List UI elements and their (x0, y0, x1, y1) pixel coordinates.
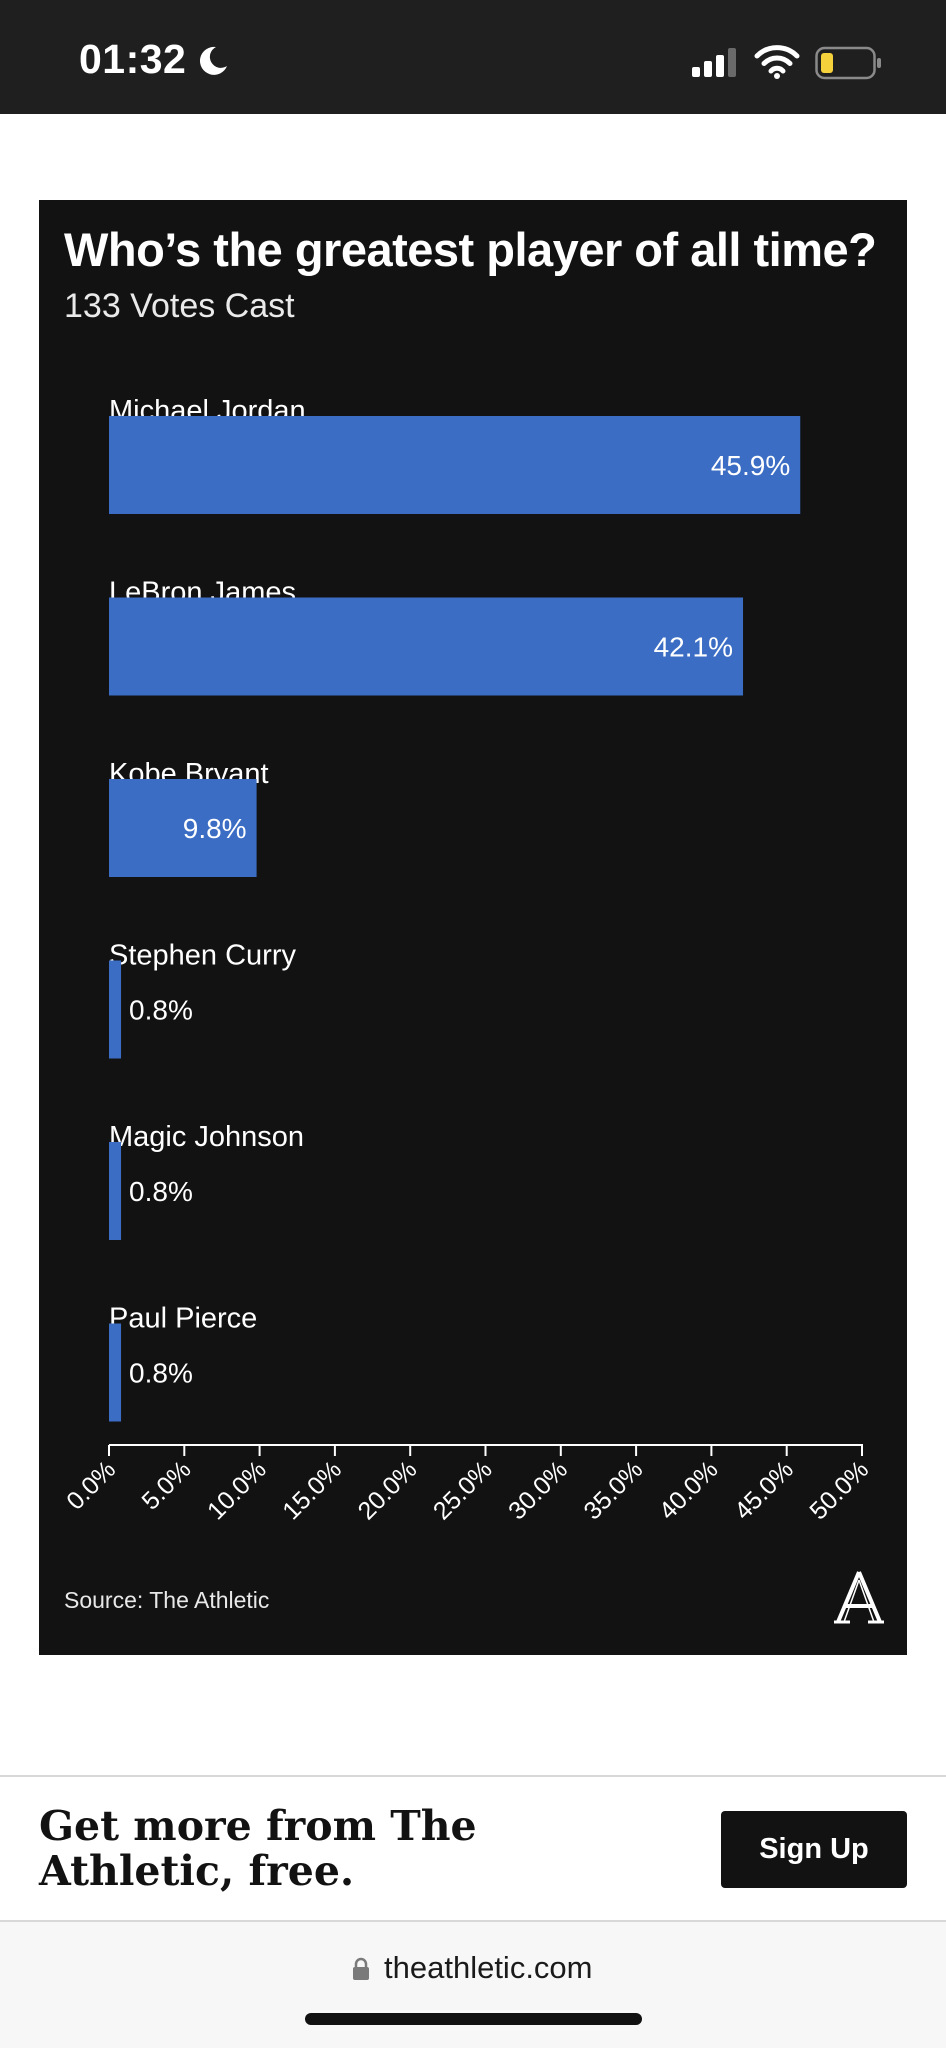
chart-title: Who’s the greatest player of all time? (64, 223, 877, 276)
x-tick-label: 0.0% (61, 1455, 121, 1515)
browser-url-bar[interactable] (0, 1922, 946, 2048)
x-tick-label: 10.0% (202, 1455, 272, 1525)
bar (109, 416, 801, 514)
x-tick-label: 20.0% (353, 1455, 423, 1525)
sign-up-button[interactable]: Sign Up (721, 1811, 907, 1888)
lock-icon (353, 1957, 369, 1980)
battery-level (821, 53, 833, 73)
data-label: 0.8% (129, 995, 193, 1026)
cellular-signal-icon (692, 48, 736, 77)
bar (109, 1142, 122, 1240)
url-bar-divider (0, 1920, 946, 1922)
x-tick-label: 35.0% (578, 1455, 648, 1525)
x-tick-label: 15.0% (277, 1455, 347, 1525)
x-tick-label: 5.0% (136, 1455, 196, 1515)
x-tick-label: 40.0% (654, 1455, 724, 1525)
promo-text: Get more from The Athletic, free. (39, 1802, 477, 1895)
bar (109, 779, 257, 877)
bar (109, 960, 122, 1059)
bar (109, 597, 744, 696)
url-text[interactable]: theathletic.com (384, 1950, 593, 1985)
moon-icon (199, 46, 227, 75)
poll-chart-card: Who’s the greatest player of all time? 1… (39, 200, 907, 1655)
data-label: 0.8% (129, 1358, 193, 1389)
wifi-icon (754, 45, 800, 79)
data-label: 45.9% (711, 450, 790, 481)
category-label: Stephen Curry (109, 940, 296, 972)
category-label: Magic Johnson (109, 1121, 304, 1153)
category-label: Paul Pierce (109, 1303, 257, 1335)
x-tick-label: 50.0% (804, 1455, 874, 1525)
x-tick-label: 45.0% (729, 1455, 799, 1525)
battery-low-icon (815, 46, 881, 80)
x-tick-label: 25.0% (428, 1455, 498, 1525)
status-time: 01:32 (79, 36, 187, 82)
x-tick-label: 30.0% (503, 1455, 573, 1525)
the-athletic-logo-icon (834, 1571, 884, 1624)
data-label: 42.1% (654, 632, 733, 663)
promo-divider (0, 1775, 946, 1777)
home-indicator[interactable] (305, 2013, 642, 2025)
status-bar: 01:32 (0, 0, 946, 114)
chart-subtitle: 133 Votes Cast (64, 287, 295, 325)
bar (109, 1323, 122, 1422)
data-label: 9.8% (183, 813, 247, 844)
chart-source: Source: The Athletic (64, 1587, 270, 1613)
data-label: 0.8% (129, 1176, 193, 1207)
